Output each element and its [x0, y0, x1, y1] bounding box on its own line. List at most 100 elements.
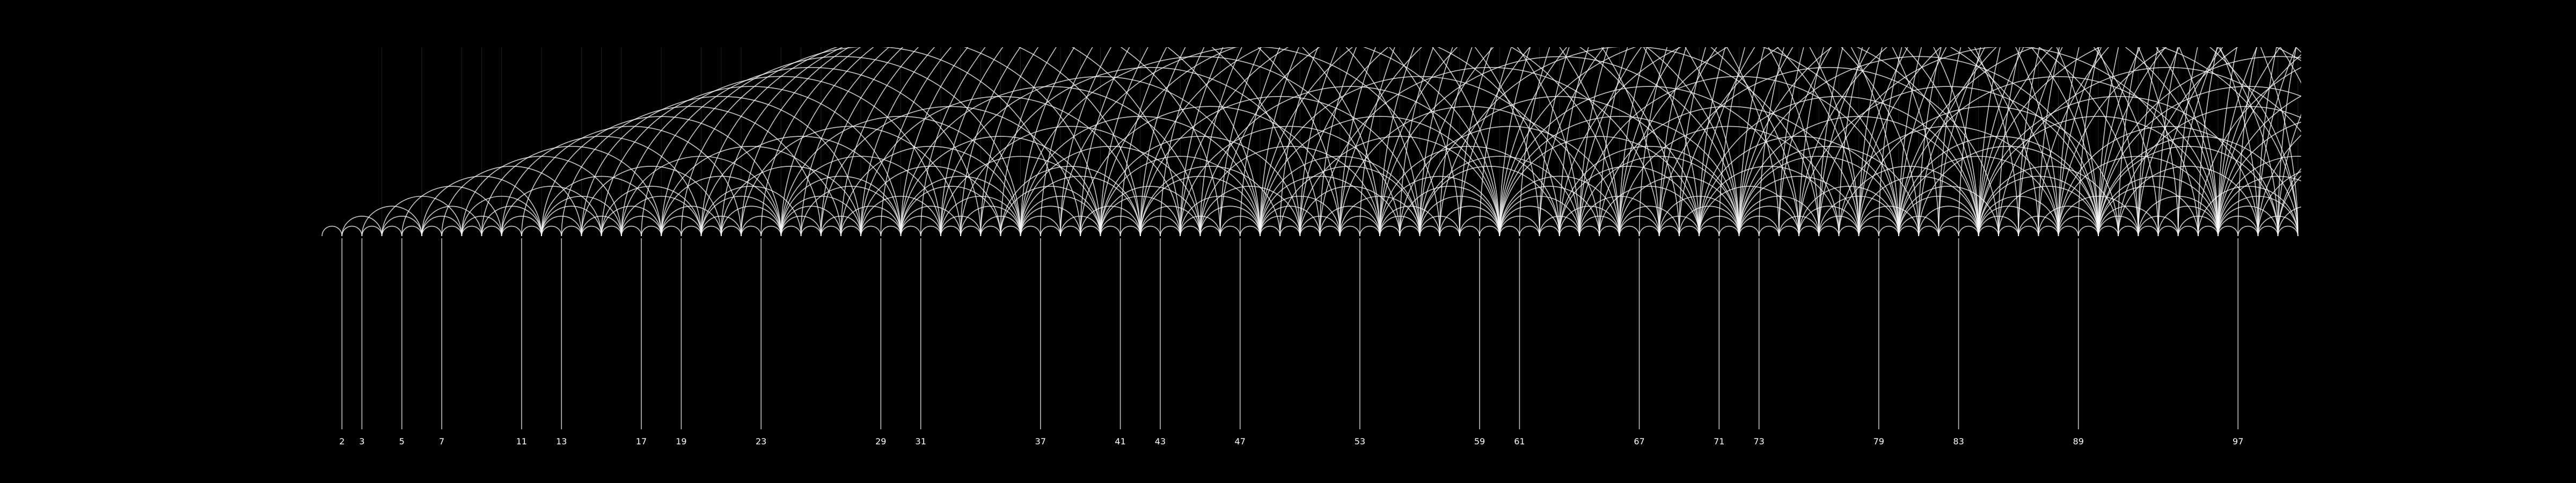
arc-k1-81: [1918, 225, 1940, 237]
arc-k13-65: [1599, 106, 1860, 237]
prime-label-23: 23: [756, 436, 766, 447]
arc-k1-39: [1080, 225, 1101, 237]
arc-k1-68: [1658, 225, 1680, 237]
arc-k9-63: [1558, 145, 1740, 237]
arc-k1-20: [700, 225, 722, 237]
multiple-arcs: [321, 47, 2301, 237]
arc-k21-21: [721, 47, 1141, 237]
arc-k1-66: [1619, 225, 1640, 237]
arc-k1-59: [1479, 225, 1501, 237]
arc-k11-33: [960, 126, 1181, 237]
prime-label-59: 59: [1474, 436, 1485, 447]
arc-k1-22: [741, 225, 762, 237]
arc-k16-64: [1579, 76, 1899, 237]
arc-k6-90: [2098, 175, 2219, 237]
arc-k19-57: [1439, 47, 1820, 237]
arc-k1-8: [461, 225, 482, 237]
arc-k29-29: [880, 47, 1460, 237]
arc-k5-60: [1499, 186, 1600, 237]
arc-k1-46: [1219, 225, 1241, 237]
arc-k16-96: [2218, 96, 2301, 237]
arc-k1-40: [1100, 225, 1121, 237]
arc-k19-38: [1060, 47, 1440, 237]
arc-k10-60: [1499, 136, 1700, 237]
arc-k9-18: [661, 145, 841, 237]
arc-k20-20: [700, 47, 1101, 237]
arc-k4-8: [461, 195, 542, 237]
arc-k24-96: [2218, 54, 2301, 237]
arc-k1-17: [641, 225, 662, 237]
arc-k14-98: [2257, 134, 2301, 237]
arc-k32-64: [1579, 47, 2219, 237]
arc-k4-68: [1658, 195, 1740, 237]
arc-k38-76: [1818, 47, 1870, 237]
arc-k1-88: [2058, 225, 2079, 237]
arc-k31-93: [2157, 47, 2223, 237]
arc-k13-13: [561, 106, 822, 237]
arc-k2-20: [700, 216, 742, 237]
arc-k1-94: [2177, 225, 2199, 237]
arc-k1-50: [1299, 225, 1321, 237]
arc-k7-63: [1558, 166, 1700, 237]
arc-k4-28: [860, 195, 941, 237]
arc-k1-54: [1379, 225, 1401, 237]
arc-k7-28: [860, 166, 1001, 237]
arc-k28-28: [860, 47, 1421, 237]
arc-k11-11: [521, 126, 742, 237]
arc-k19-76: [1818, 47, 2199, 237]
arc-k19-95: [2198, 67, 2301, 237]
arc-k3-27: [840, 206, 902, 237]
arc-k10-50: [1299, 136, 1501, 237]
arc-k1-87: [2038, 225, 2059, 237]
arc-k1-28: [860, 225, 882, 237]
prime-label-71: 71: [1714, 436, 1724, 447]
arc-k1-19: [680, 225, 702, 237]
arc-k37-37: [1040, 47, 1780, 237]
prime-label-79: 79: [1874, 436, 1884, 447]
arc-k8-16: [621, 156, 782, 237]
arc-k34-68: [1658, 47, 2301, 237]
arc-k29-87: [2038, 47, 2110, 237]
arc-k1-16: [621, 225, 642, 237]
prime-label-31: 31: [916, 436, 926, 447]
arc-k3-51: [1319, 206, 1380, 237]
arc-k24-24: [780, 47, 1261, 237]
arc-k1-44: [1180, 225, 1201, 237]
prime-label-2: 2: [339, 436, 345, 447]
arc-k1-86: [2018, 225, 2039, 237]
arc-k1-58: [1459, 225, 1480, 237]
arc-k30-90: [2098, 47, 2167, 237]
arc-k1-38: [1060, 225, 1081, 237]
arc-k9-99: [2277, 175, 2301, 237]
arc-k1-47: [1239, 225, 1261, 237]
arc-k28-56: [1419, 47, 1979, 237]
arc-k5-30: [900, 186, 1001, 237]
arc-k5-80: [1898, 186, 1999, 237]
arc-k3-90: [2098, 206, 2159, 237]
prime-label-11: 11: [516, 436, 527, 447]
arc-k14-28: [860, 96, 1141, 237]
arc-k1-14: [581, 225, 602, 237]
arc-k23-46: [1219, 47, 1680, 237]
arc-k1-53: [1359, 225, 1380, 237]
arc-k1-9: [481, 225, 502, 237]
arc-k1-78: [1858, 225, 1879, 237]
arc-k35-70: [1699, 47, 1755, 237]
arc-k2-28: [860, 216, 902, 237]
arc-k1-3: [361, 225, 383, 237]
arc-k9-45: [1199, 145, 1380, 237]
arc-k12-60: [1499, 116, 1740, 237]
arc-k16-32: [940, 76, 1261, 237]
arc-k1-80: [1898, 225, 1919, 237]
arc-k5-95: [2198, 186, 2299, 237]
arc-k2-34: [980, 216, 1021, 237]
arc-k4-56: [1419, 195, 1501, 237]
arc-k6-30: [900, 175, 1021, 237]
prime-stems: [341, 238, 2239, 429]
arc-k11-99: [2277, 168, 2301, 237]
arc-k3-75: [1798, 206, 1860, 237]
arc-k7-42: [1139, 166, 1280, 237]
prime-label-47: 47: [1235, 436, 1246, 447]
arc-k6-54: [1379, 175, 1501, 237]
arc-k6-42: [1139, 175, 1261, 237]
